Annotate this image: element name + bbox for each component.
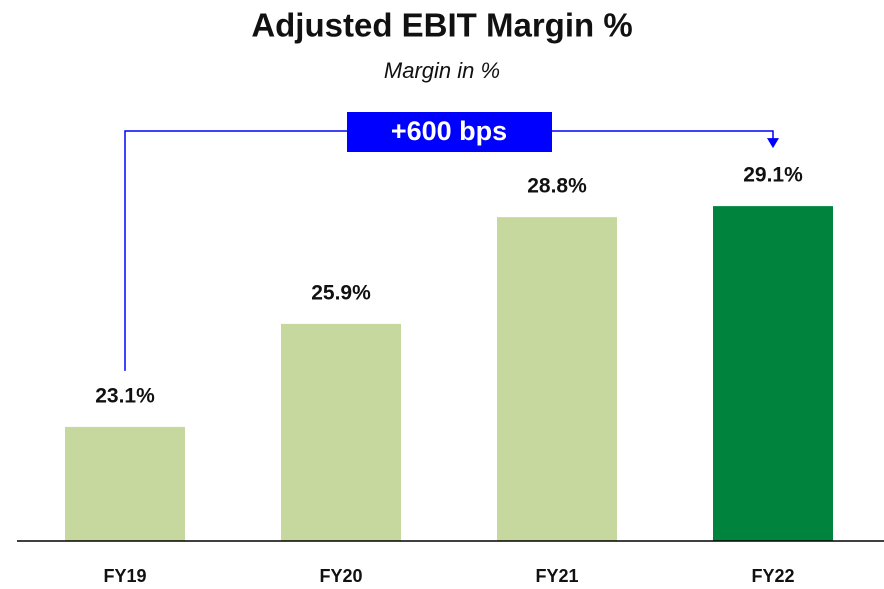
value-label: 29.1%: [743, 164, 803, 187]
annotation-box: [347, 112, 552, 152]
chart-title: Adjusted EBIT Margin %: [251, 7, 632, 44]
value-label: 23.1%: [95, 384, 155, 407]
bar: [281, 323, 401, 541]
bar: [497, 217, 617, 541]
bracket-line: [124, 130, 774, 371]
chart-subtitle: Margin in %: [384, 58, 500, 83]
bar: [713, 206, 833, 541]
x-tick-label: FY21: [535, 566, 578, 586]
x-tick-label: FY19: [103, 566, 146, 586]
value-label: 28.8%: [527, 175, 587, 198]
bracket-arrow: [767, 138, 779, 149]
bar: [65, 426, 185, 541]
x-tick-label: FY20: [319, 566, 362, 586]
value-label: 25.9%: [311, 281, 371, 304]
x-tick-label: FY22: [751, 566, 794, 586]
annotation: +600 bps: [391, 116, 507, 146]
